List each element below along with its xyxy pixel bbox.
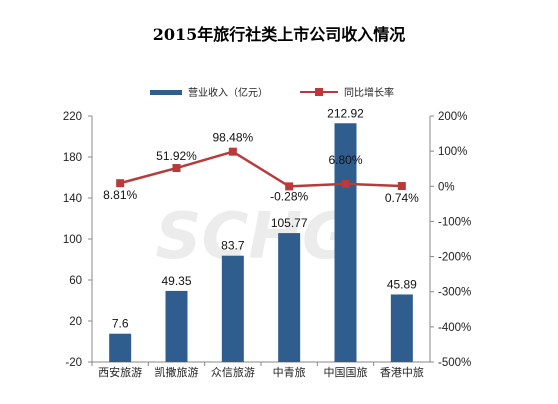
category-label: 中青旅 xyxy=(273,365,306,379)
growth-marker xyxy=(397,182,406,191)
axes: -20 20 60 100 140 180 220 -500% -400% -300% -200% -… xyxy=(63,111,471,379)
revenue-bar xyxy=(390,294,413,362)
revenue-label: 7.6 xyxy=(112,317,129,331)
right-tick-label: 100% xyxy=(438,146,467,158)
legend-line-label: 同比增长率 xyxy=(344,86,394,99)
left-tick-label: 60 xyxy=(69,275,82,287)
revenue-bar xyxy=(109,333,132,362)
growth-marker xyxy=(172,164,181,173)
revenue-label: 212.92 xyxy=(327,106,364,120)
category-label: 中国国旅 xyxy=(324,365,368,379)
left-tick-label: 180 xyxy=(63,152,82,164)
right-tick-label: -400% xyxy=(438,322,471,334)
chart-title: 2015年旅行社类上市公司收入情况 xyxy=(153,25,406,44)
growth-label: 0.74% xyxy=(385,191,419,205)
right-tick-label: -100% xyxy=(438,216,471,228)
watermark: SCHG xyxy=(155,200,354,274)
revenue-bar xyxy=(278,233,301,362)
revenue-label: 49.35 xyxy=(161,274,191,288)
growth-label: -0.28% xyxy=(270,189,308,203)
right-tick-label: 200% xyxy=(438,111,467,123)
left-tick-label: 220 xyxy=(63,111,82,123)
legend-line-marker xyxy=(315,88,323,96)
left-tick-label: -20 xyxy=(65,357,82,369)
revenue-label: 45.89 xyxy=(387,277,417,291)
watermark-text: SCHG xyxy=(155,200,354,274)
left-tick-label: 100 xyxy=(63,234,82,246)
growth-marker xyxy=(228,147,237,156)
revenue-label: 83.7 xyxy=(221,239,245,253)
right-tick-label: -200% xyxy=(438,252,471,264)
right-tick-label: -300% xyxy=(438,287,471,299)
right-tick-label: 0% xyxy=(438,181,455,193)
category-label: 众信旅游 xyxy=(211,365,255,379)
growth-line-path xyxy=(119,150,402,188)
growth-marker xyxy=(341,179,350,188)
revenue-bar xyxy=(165,290,188,362)
right-tick-label: -500% xyxy=(438,357,471,369)
bars xyxy=(109,123,413,362)
growth-marker xyxy=(116,179,125,188)
growth-label: 98.48% xyxy=(212,131,253,145)
growth-marker xyxy=(285,182,294,191)
growth-label: 51.92% xyxy=(156,149,197,163)
legend-bar-label: 营业收入（亿元） xyxy=(188,86,268,99)
category-label: 凯撒旅游 xyxy=(155,365,199,379)
data-labels: 7.6 49.35 83.7 105.77 212.92 45.89 8.81% 51.92%… xyxy=(103,106,419,330)
growth-label: 8.81% xyxy=(103,188,137,202)
category-label: 香港中旅 xyxy=(380,365,424,379)
revenue-bar xyxy=(221,255,244,362)
growth-label: 6.80% xyxy=(328,153,362,167)
revenue-label: 105.77 xyxy=(271,216,308,230)
legend-bar-swatch xyxy=(150,90,182,95)
growth-line xyxy=(116,147,406,191)
legend: 营业收入（亿元） 同比增长率 xyxy=(150,86,394,99)
category-label: 西安旅游 xyxy=(98,365,142,379)
left-tick-label: 140 xyxy=(63,193,82,205)
left-tick-label: 20 xyxy=(69,316,82,328)
